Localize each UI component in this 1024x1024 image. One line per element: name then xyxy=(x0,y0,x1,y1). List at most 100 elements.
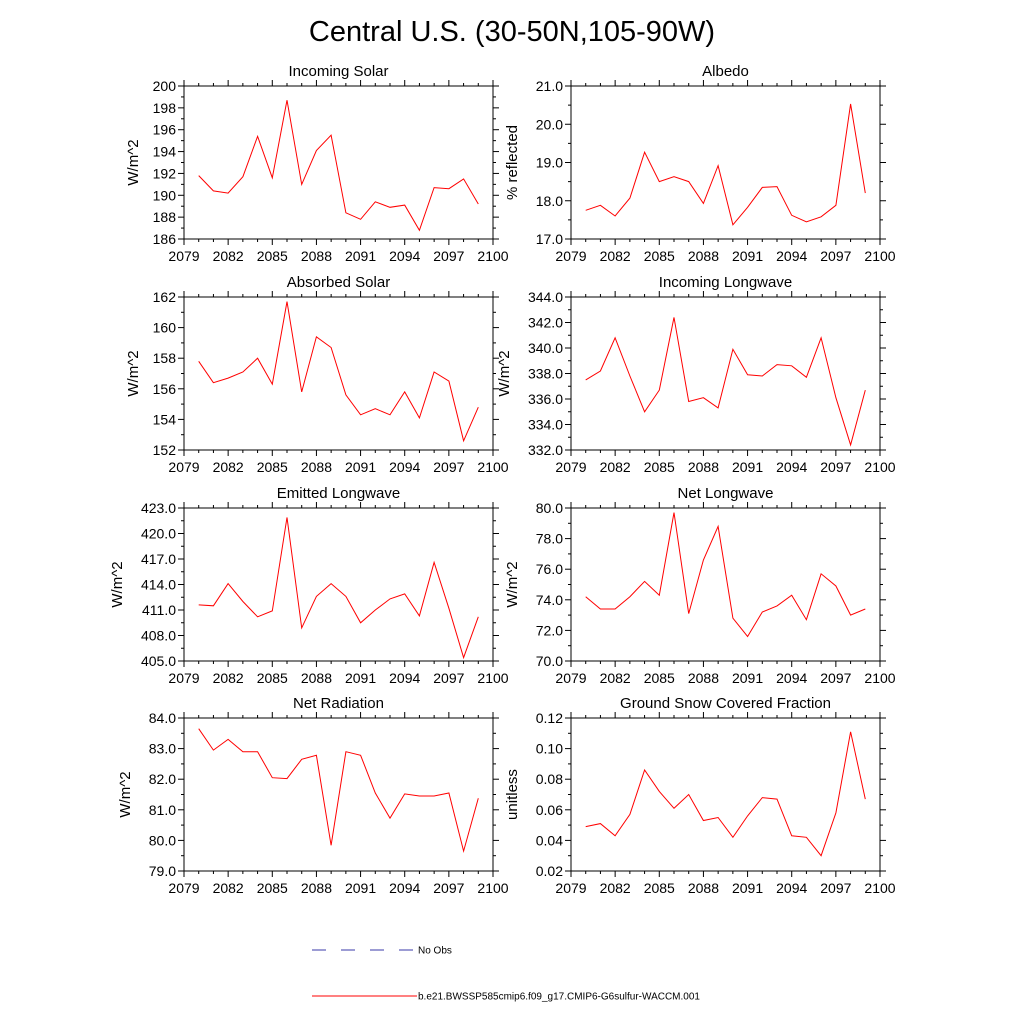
panel-net-longwave: 2079 2082 2085 2088 2091 2094 2097 2100 70.0 72.0… xyxy=(504,485,896,686)
y-tick-label: 0.10 xyxy=(536,741,563,757)
y-tick-label: 70.0 xyxy=(536,653,563,669)
x-tick-label: 2091 xyxy=(345,670,376,686)
x-tick-label: 2082 xyxy=(600,670,631,686)
x-tick-label: 2094 xyxy=(389,459,420,475)
panel-title: Incoming Longwave xyxy=(659,274,792,291)
panel-title: Absorbed Solar xyxy=(287,274,390,291)
y-tick-label: 74.0 xyxy=(536,592,563,608)
y-tick-label: 414.0 xyxy=(141,577,176,593)
x-tick-label: 2091 xyxy=(732,248,763,264)
series-line xyxy=(585,731,866,857)
y-axis-label: % reflected xyxy=(504,125,521,200)
y-tick-label: 82.0 xyxy=(149,771,176,787)
x-tick-label: 2079 xyxy=(168,880,199,896)
y-tick-label: 160 xyxy=(153,320,177,336)
y-axis-label: W/m^2 xyxy=(125,350,142,396)
y-tick-label: 408.0 xyxy=(141,628,176,644)
x-tick-label: 2085 xyxy=(257,670,288,686)
x-tick-label: 2082 xyxy=(213,670,244,686)
x-tick-label: 2082 xyxy=(600,248,631,264)
x-tick-label: 2100 xyxy=(864,248,895,264)
x-tick-label: 2100 xyxy=(864,670,895,686)
y-tick-label: 158 xyxy=(153,350,177,366)
y-tick-label: 20.0 xyxy=(536,116,563,132)
x-tick-label: 2088 xyxy=(688,670,719,686)
y-tick-label: 334.0 xyxy=(528,417,563,433)
plot-frame xyxy=(183,507,494,662)
y-tick-label: 194 xyxy=(153,144,177,160)
y-tick-label: 0.08 xyxy=(536,771,563,787)
y-tick-label: 423.0 xyxy=(141,500,176,516)
y-axis-label: W/m^2 xyxy=(117,771,134,817)
y-tick-label: 19.0 xyxy=(536,155,563,171)
y-tick-label: 405.0 xyxy=(141,653,176,669)
x-tick-label: 2079 xyxy=(555,670,586,686)
x-tick-label: 2097 xyxy=(820,248,851,264)
x-tick-label: 2088 xyxy=(688,248,719,264)
x-tick-label: 2097 xyxy=(820,670,851,686)
series-line xyxy=(585,103,866,226)
y-tick-label: 200 xyxy=(153,78,177,94)
x-tick-label: 2082 xyxy=(600,459,631,475)
x-tick-label: 2085 xyxy=(257,459,288,475)
y-tick-label: 21.0 xyxy=(536,78,563,94)
x-tick-label: 2094 xyxy=(776,248,807,264)
series-line xyxy=(585,317,866,447)
x-tick-label: 2094 xyxy=(776,459,807,475)
y-tick-label: 336.0 xyxy=(528,391,563,407)
y-tick-label: 192 xyxy=(153,165,177,181)
plot-frame xyxy=(183,296,494,451)
y-tick-label: 411.0 xyxy=(142,602,176,618)
y-tick-label: 80.0 xyxy=(536,500,563,516)
x-tick-label: 2079 xyxy=(168,670,199,686)
y-tick-label: 417.0 xyxy=(141,551,176,567)
x-tick-label: 2088 xyxy=(688,880,719,896)
panel-net-radiation: 2079 2082 2085 2088 2091 2094 2097 2100 79.0 80.0… xyxy=(117,695,509,896)
y-tick-label: 342.0 xyxy=(528,315,563,331)
y-axis-label: W/m^2 xyxy=(125,139,142,185)
x-tick-label: 2094 xyxy=(389,248,420,264)
y-tick-label: 78.0 xyxy=(536,531,563,547)
x-tick-label: 2091 xyxy=(732,459,763,475)
panel-albedo: 2079 2082 2085 2088 2091 2094 2097 2100 17.0 18.0… xyxy=(504,63,896,264)
y-tick-label: 156 xyxy=(153,381,177,397)
x-tick-label: 2094 xyxy=(389,670,420,686)
panel-title: Emitted Longwave xyxy=(277,485,400,502)
x-tick-label: 2091 xyxy=(345,459,376,475)
y-tick-label: 84.0 xyxy=(149,710,176,726)
x-tick-label: 2085 xyxy=(644,248,675,264)
panel-title: Ground Snow Covered Fraction xyxy=(620,695,831,712)
x-tick-label: 2097 xyxy=(433,248,464,264)
x-tick-label: 2100 xyxy=(864,880,895,896)
legend-label-no-obs: No Obs xyxy=(418,946,452,957)
y-tick-label: 18.0 xyxy=(536,193,563,209)
series-line xyxy=(198,301,479,443)
panel-title: Albedo xyxy=(702,63,749,80)
x-tick-label: 2082 xyxy=(213,248,244,264)
x-tick-label: 2100 xyxy=(477,459,508,475)
y-axis-label: unitless xyxy=(504,769,521,820)
x-tick-label: 2082 xyxy=(600,880,631,896)
y-tick-label: 186 xyxy=(153,231,177,247)
x-tick-label: 2085 xyxy=(644,880,675,896)
y-tick-label: 0.12 xyxy=(536,710,563,726)
panel-title: Incoming Solar xyxy=(288,63,388,80)
panel-absorbed-solar: 2079 2082 2085 2088 2091 2094 2097 2100 152 154 15… xyxy=(125,274,509,475)
plot-frame xyxy=(570,717,881,872)
x-tick-label: 2094 xyxy=(776,670,807,686)
x-tick-label: 2088 xyxy=(301,459,332,475)
y-tick-label: 154 xyxy=(153,411,177,427)
x-tick-label: 2085 xyxy=(257,880,288,896)
y-tick-label: 83.0 xyxy=(149,741,176,757)
x-tick-label: 2097 xyxy=(820,880,851,896)
y-tick-label: 17.0 xyxy=(536,231,563,247)
x-tick-label: 2091 xyxy=(732,880,763,896)
x-tick-label: 2079 xyxy=(555,880,586,896)
legend-label-model-run: b.e21.BWSSP585cmip6.f09_g17.CMIP6-G6sulf… xyxy=(418,992,700,1003)
x-tick-label: 2100 xyxy=(477,880,508,896)
y-tick-label: 198 xyxy=(153,100,177,116)
y-tick-label: 0.02 xyxy=(536,863,563,879)
legend: No Obs b.e21.BWSSP585cmip6.f09_g17.CMIP6… xyxy=(312,946,700,1003)
series-line xyxy=(198,728,479,854)
